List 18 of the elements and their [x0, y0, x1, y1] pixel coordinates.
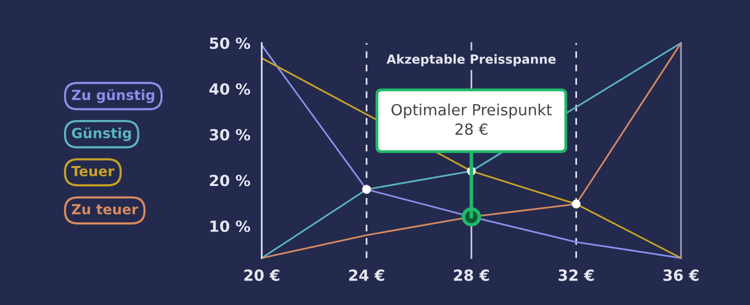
- annotation: Optimaler Preispunkt 28 €: [392, 104, 552, 135]
- x-tick-label: 28 €: [454, 269, 489, 281]
- y-tick-label: 30 %: [210, 128, 250, 141]
- text: Zu teuer: [72, 204, 138, 214]
- y-tick-label: 50 %: [210, 37, 250, 50]
- y-tick-label: 10 %: [210, 220, 250, 232]
- point: [362, 185, 371, 194]
- text: Zu günstig: [72, 89, 154, 103]
- x-tick-label: 32 €: [558, 269, 594, 281]
- text: Teuer: [71, 166, 114, 176]
- x-tick-label: 36 €: [663, 269, 699, 281]
- y-tick-label: 20 %: [210, 174, 250, 186]
- point: [572, 200, 581, 208]
- text: Günstig: [72, 127, 131, 142]
- annotation: Akzeptable Preisspanne: [386, 54, 556, 66]
- y-tick-label: 40 %: [209, 83, 250, 95]
- x-tick-label: 20 €: [244, 269, 280, 281]
- x-tick-label: 24 €: [349, 269, 384, 281]
